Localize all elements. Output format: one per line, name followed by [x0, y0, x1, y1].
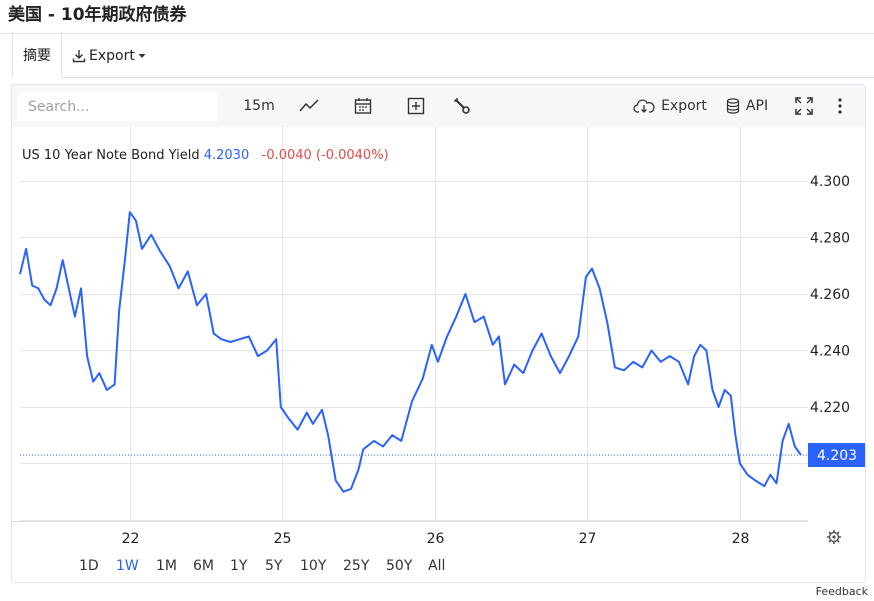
chart-type-button[interactable] — [296, 93, 322, 119]
y-axis: 4.220 4.240 4.260 4.280 4.300 4.203 — [808, 174, 865, 468]
gear-icon-hub — [832, 535, 836, 539]
range-button-1w[interactable]: 1W — [116, 558, 139, 574]
range-button-1y[interactable]: 1Y — [230, 558, 248, 574]
range-button-10y[interactable]: 10Y — [300, 558, 327, 574]
tab-summary[interactable]: 摘要 — [12, 34, 62, 78]
settings-tool-button[interactable] — [449, 93, 475, 119]
legend-change: -0.0040 (-0.0040%) — [261, 148, 389, 163]
tab-divider — [62, 77, 874, 78]
cloud-download-icon — [633, 99, 655, 113]
fullscreen-icon — [795, 97, 813, 115]
range-button-1d[interactable]: 1D — [79, 558, 99, 574]
export-chart-button[interactable]: Export — [632, 93, 708, 119]
interval-button[interactable]: 15m — [243, 98, 275, 114]
more-vertical-icon — [838, 98, 842, 114]
x-tick-label: 28 — [732, 531, 750, 547]
y-tick-label: 4.240 — [810, 344, 850, 360]
download-icon — [72, 50, 86, 63]
line-chart-icon — [299, 99, 319, 112]
wrench-icon — [453, 97, 470, 114]
chart-widget: 15m — [11, 84, 866, 583]
page-title: 美国 - 10年期政府债券 — [8, 5, 187, 25]
gear-icon-teeth — [827, 530, 841, 544]
chart-legend: US 10 Year Note Bond Yield 4.2030 -0.004… — [22, 148, 389, 163]
grid-lines — [12, 127, 808, 522]
x-tick-label: 27 — [579, 531, 597, 547]
legend-last-value: 4.2030 — [203, 148, 250, 163]
database-icon — [726, 98, 740, 114]
range-button-25y[interactable]: 25Y — [343, 558, 370, 574]
date-range-button[interactable] — [350, 93, 376, 119]
y-tick-label: 4.260 — [810, 287, 850, 303]
last-price-label: 4.203 — [817, 448, 857, 464]
plus-square-icon — [407, 97, 425, 115]
search-input[interactable] — [18, 92, 218, 121]
y-tick-label: 4.280 — [810, 231, 850, 247]
api-button[interactable]: API — [724, 93, 770, 119]
export-menu-button[interactable]: Export — [72, 34, 146, 78]
export-menu-label: Export — [89, 48, 135, 64]
series-line — [19, 211, 802, 493]
range-button-50y[interactable]: 50Y — [386, 558, 413, 574]
calendar-icon — [354, 98, 372, 114]
tab-bar: 摘要 Export — [0, 34, 874, 78]
chart-settings-button[interactable] — [827, 530, 841, 544]
title-divider — [0, 33, 874, 34]
y-tick-label: 4.300 — [810, 174, 850, 190]
x-tick-label: 22 — [122, 531, 140, 547]
range-button-all[interactable]: All — [428, 558, 446, 574]
x-tick-label: 26 — [427, 531, 445, 547]
range-selector: 1D 1W 1M 6M 1Y 5Y 10Y 25Y 50Y All — [12, 548, 865, 582]
fullscreen-button[interactable] — [792, 93, 816, 119]
export-chart-label: Export — [661, 98, 707, 114]
range-button-6m[interactable]: 6M — [193, 558, 214, 574]
api-label: API — [745, 98, 769, 114]
last-price-badge — [808, 443, 865, 468]
range-button-1m[interactable]: 1M — [156, 558, 177, 574]
feedback-link[interactable]: Feedback — [815, 585, 868, 598]
x-axis: 22 25 26 27 28 — [122, 531, 750, 547]
legend-series-name: US 10 Year Note Bond Yield — [22, 148, 200, 163]
series-layer — [19, 211, 808, 493]
more-options-button[interactable] — [830, 93, 850, 119]
caret-down-icon — [138, 54, 146, 58]
range-button-5y[interactable]: 5Y — [265, 558, 283, 574]
x-tick-label: 25 — [274, 531, 292, 547]
add-indicator-button[interactable] — [403, 93, 429, 119]
chart-toolbar: 15m — [12, 85, 865, 127]
y-tick-label: 4.220 — [810, 400, 850, 416]
